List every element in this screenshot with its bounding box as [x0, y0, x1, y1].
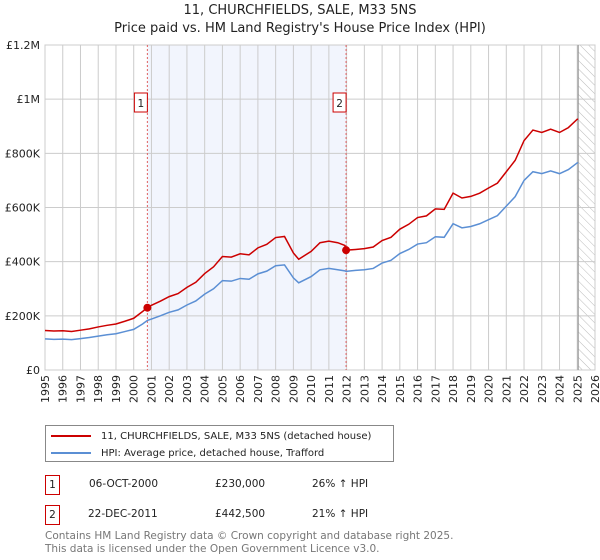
sale-badge: 2: [45, 505, 60, 525]
sale-badge: 1: [45, 475, 60, 495]
x-tick-label: 2011: [323, 375, 336, 403]
y-tick-label: £1M: [17, 93, 41, 106]
footer-line-1: Contains HM Land Registry data © Crown c…: [45, 530, 454, 542]
sale-price: £230,000: [215, 478, 266, 490]
y-tick-label: £600K: [5, 202, 41, 215]
x-tick-label: 2023: [536, 375, 549, 403]
x-tick-label: 2021: [500, 375, 513, 403]
sale-hpi-change: 26% ↑ HPI: [312, 478, 369, 490]
y-tick-label: £400K: [5, 256, 41, 269]
x-tick-label: 2018: [447, 375, 460, 403]
x-tick-label: 2010: [305, 375, 318, 403]
footer: Contains HM Land Registry data © Crown c…: [45, 530, 453, 556]
y-tick-label: £800K: [5, 147, 41, 160]
x-tick-label: 2000: [128, 375, 141, 403]
x-tick-label: 2014: [376, 375, 389, 403]
x-tick-label: 2008: [270, 375, 283, 403]
x-tick-label: 1999: [110, 375, 123, 403]
legend: 11, CHURCHFIELDS, SALE, M33 5NS (detache…: [45, 425, 394, 462]
x-tick-label: 2002: [163, 375, 176, 403]
legend-label-property: 11, CHURCHFIELDS, SALE, M33 5NS (detache…: [101, 430, 372, 442]
x-tick-label: 2025: [571, 375, 584, 403]
x-tick-label: 2024: [554, 375, 567, 403]
x-tick-label: 2001: [145, 375, 158, 403]
x-tick-label: 2015: [394, 375, 407, 403]
plot-frame: [44, 44, 596, 371]
x-tick-label: 2017: [429, 375, 442, 403]
y-tick-label: £1.2M: [6, 39, 40, 52]
sale-point: [342, 246, 351, 255]
chart-subtitle: Price paid vs. HM Land Registry's House …: [114, 21, 486, 36]
x-tick-label: 2026: [589, 375, 600, 403]
x-tick-label: 1995: [39, 375, 52, 403]
x-tick-label: 2019: [465, 375, 478, 403]
property-price-line: [44, 118, 579, 333]
sale-marker-label: 1: [138, 98, 145, 110]
price-chart: 1995 1996 1997 1998 1999 2000 2001 2002 2003 2004…: [5, 39, 600, 403]
x-tick-label: 1998: [92, 375, 105, 403]
chart-title: 11, CHURCHFIELDS, SALE, M33 5NS: [183, 3, 417, 18]
sale-marker-label: 2: [336, 98, 343, 110]
x-tick-label: 1996: [57, 375, 70, 403]
hpi-line: [44, 162, 579, 341]
sale-row-1: 1 06-OCT-2000 £230,000 26% ↑ HPI: [45, 475, 445, 495]
x-tick-label: 2020: [483, 375, 496, 403]
y-tick-label: £200K: [5, 310, 41, 323]
sale-date: 22-DEC-2011: [88, 508, 158, 520]
x-tick-label: 2006: [234, 375, 247, 403]
y-tick-label: £0: [26, 364, 40, 377]
sale-price: £442,500: [215, 508, 266, 520]
legend-label-hpi: HPI: Average price, detached house, Traf…: [101, 447, 325, 459]
x-tick-label: 1997: [74, 375, 87, 403]
sale-marker-box: [332, 92, 347, 113]
x-tick-label: 2009: [287, 375, 300, 403]
legend-swatch-property: [51, 435, 91, 437]
x-tick-label: 2016: [412, 375, 425, 403]
x-tick-label: 2005: [216, 375, 229, 403]
sale-row-2: 2 22-DEC-2011 £442,500 21% ↑ HPI: [45, 505, 445, 525]
sale-date: 06-OCT-2000: [89, 478, 158, 490]
x-tick-label: 2022: [518, 375, 531, 403]
x-tick-label: 2003: [181, 375, 194, 403]
sale-hpi-change: 21% ↑ HPI: [312, 508, 369, 520]
x-tick-label: 2007: [252, 375, 265, 403]
x-tick-label: 2004: [199, 375, 212, 403]
x-tick-label: 2013: [358, 375, 371, 403]
footer-line-2: This data is licensed under the Open Gov…: [45, 543, 380, 555]
sale-marker-box: [133, 92, 148, 113]
sale-point: [143, 303, 152, 312]
x-tick-label: 2012: [341, 375, 354, 403]
legend-swatch-hpi: [51, 452, 91, 454]
